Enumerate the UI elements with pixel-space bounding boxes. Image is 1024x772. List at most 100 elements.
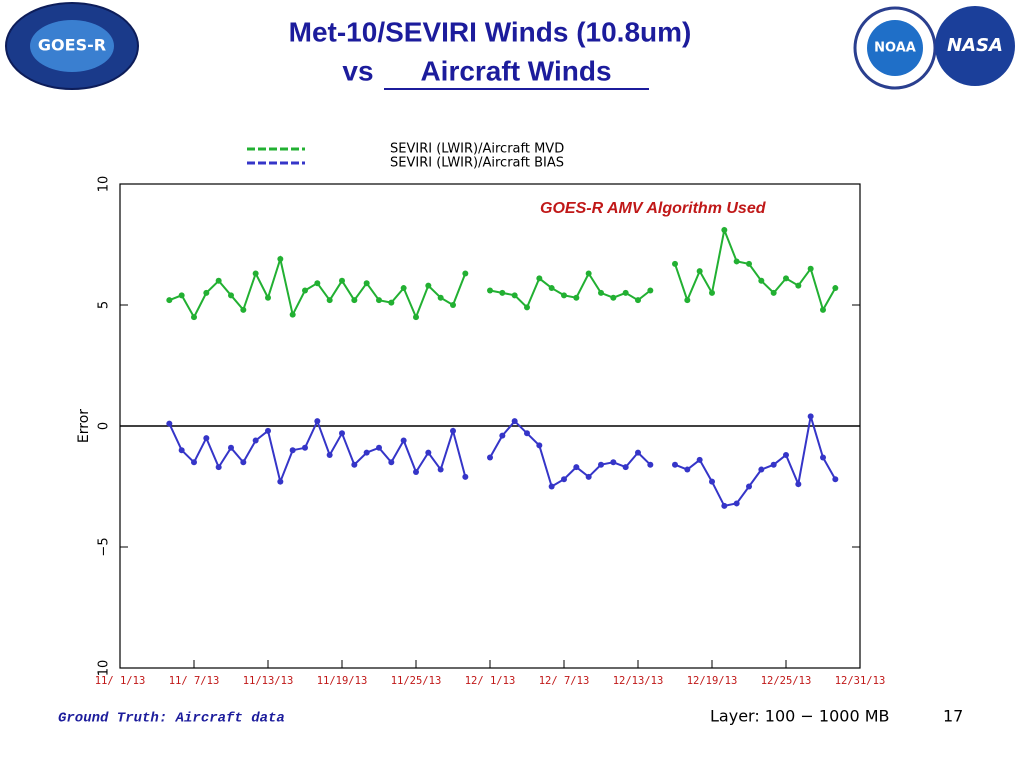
data-point xyxy=(647,287,654,294)
data-point xyxy=(721,226,728,233)
data-point xyxy=(191,314,197,321)
data-point xyxy=(215,464,222,471)
data-point xyxy=(832,285,839,292)
data-point xyxy=(425,282,432,289)
data-point xyxy=(684,466,691,473)
data-point xyxy=(832,476,839,483)
data-point xyxy=(733,258,740,265)
data-point xyxy=(672,461,678,468)
data-point xyxy=(240,459,247,466)
data-point xyxy=(598,461,604,468)
data-point xyxy=(598,289,604,296)
data-point xyxy=(573,464,580,471)
data-point xyxy=(585,473,592,480)
data-point xyxy=(511,418,518,425)
y-tick-label: 10 xyxy=(97,660,112,677)
data-point xyxy=(240,306,247,313)
x-tick-label: 11/ 7/13 xyxy=(169,675,220,687)
data-point xyxy=(289,311,296,318)
data-point xyxy=(450,302,456,308)
data-point xyxy=(314,280,321,287)
nasa-logo-text: NASA xyxy=(947,35,1003,56)
data-point xyxy=(277,256,284,263)
data-point xyxy=(265,294,271,301)
data-point xyxy=(462,473,469,480)
data-point xyxy=(252,437,259,444)
y-axis-label: Error xyxy=(76,409,92,443)
y-tick-label: 10 xyxy=(97,176,112,193)
data-point xyxy=(807,413,814,420)
x-tick-label: 11/13/13 xyxy=(243,675,294,687)
legend-label: SEVIRI (LWIR)/Aircraft MVD xyxy=(390,142,564,157)
nasa-logo xyxy=(935,6,1015,86)
data-point xyxy=(795,481,802,488)
data-point xyxy=(339,277,345,284)
data-point xyxy=(524,430,530,437)
data-point xyxy=(413,314,419,321)
data-point xyxy=(610,294,617,301)
data-point xyxy=(499,289,506,296)
data-point xyxy=(437,294,444,301)
data-point xyxy=(191,459,197,466)
data-point xyxy=(203,435,210,442)
data-point xyxy=(425,449,432,456)
data-point xyxy=(339,430,345,437)
y-tick-label: −5 xyxy=(97,537,112,556)
data-point xyxy=(536,442,543,449)
x-tick-label: 12/ 1/13 xyxy=(465,675,516,687)
noaa-logo-inner xyxy=(867,20,923,76)
data-point xyxy=(400,285,407,292)
data-point xyxy=(795,282,802,289)
data-point xyxy=(746,483,752,490)
data-point xyxy=(770,289,777,296)
data-point xyxy=(709,289,715,296)
data-point xyxy=(684,297,691,304)
data-point xyxy=(672,260,678,267)
data-point xyxy=(487,454,493,461)
data-point xyxy=(178,292,185,299)
data-point xyxy=(746,260,752,267)
data-point xyxy=(647,461,654,468)
page-number: 17 xyxy=(943,707,963,726)
y-tick-label: 0 xyxy=(97,422,112,430)
data-point xyxy=(758,277,765,284)
data-point xyxy=(289,447,296,454)
data-point xyxy=(573,294,580,301)
data-point xyxy=(363,280,370,287)
data-point xyxy=(511,292,518,299)
data-point xyxy=(376,297,382,304)
data-point xyxy=(462,270,469,277)
data-point xyxy=(166,420,173,427)
data-point xyxy=(696,456,703,463)
data-point xyxy=(770,461,777,468)
data-point xyxy=(314,418,321,425)
data-point xyxy=(450,427,456,434)
data-point xyxy=(561,292,567,299)
data-point xyxy=(585,270,592,277)
data-point xyxy=(622,464,629,471)
data-point xyxy=(783,452,789,459)
data-point xyxy=(487,287,493,294)
y-tick-label: 5 xyxy=(97,301,112,309)
data-point xyxy=(622,289,629,296)
data-point xyxy=(561,476,567,483)
data-point xyxy=(302,287,308,294)
data-point xyxy=(302,444,308,451)
data-point xyxy=(499,432,506,439)
data-point xyxy=(820,454,826,461)
footer-right: Layer: 100 − 1000 MB xyxy=(710,707,890,726)
goes-logo-inner xyxy=(30,20,114,72)
title-underlined: Aircraft Winds xyxy=(420,55,611,86)
data-point xyxy=(400,437,407,444)
data-point xyxy=(709,478,715,485)
title: Met-10/SEVIRI Winds (10.8um) xyxy=(289,16,692,47)
data-point xyxy=(820,306,826,313)
data-point xyxy=(610,459,617,466)
legend-label: SEVIRI (LWIR)/Aircraft BIAS xyxy=(390,156,564,171)
data-point xyxy=(203,289,210,296)
x-tick-label: 12/13/13 xyxy=(613,675,664,687)
x-tick-label: 11/25/13 xyxy=(391,675,442,687)
x-tick-label: 12/25/13 xyxy=(761,675,812,687)
